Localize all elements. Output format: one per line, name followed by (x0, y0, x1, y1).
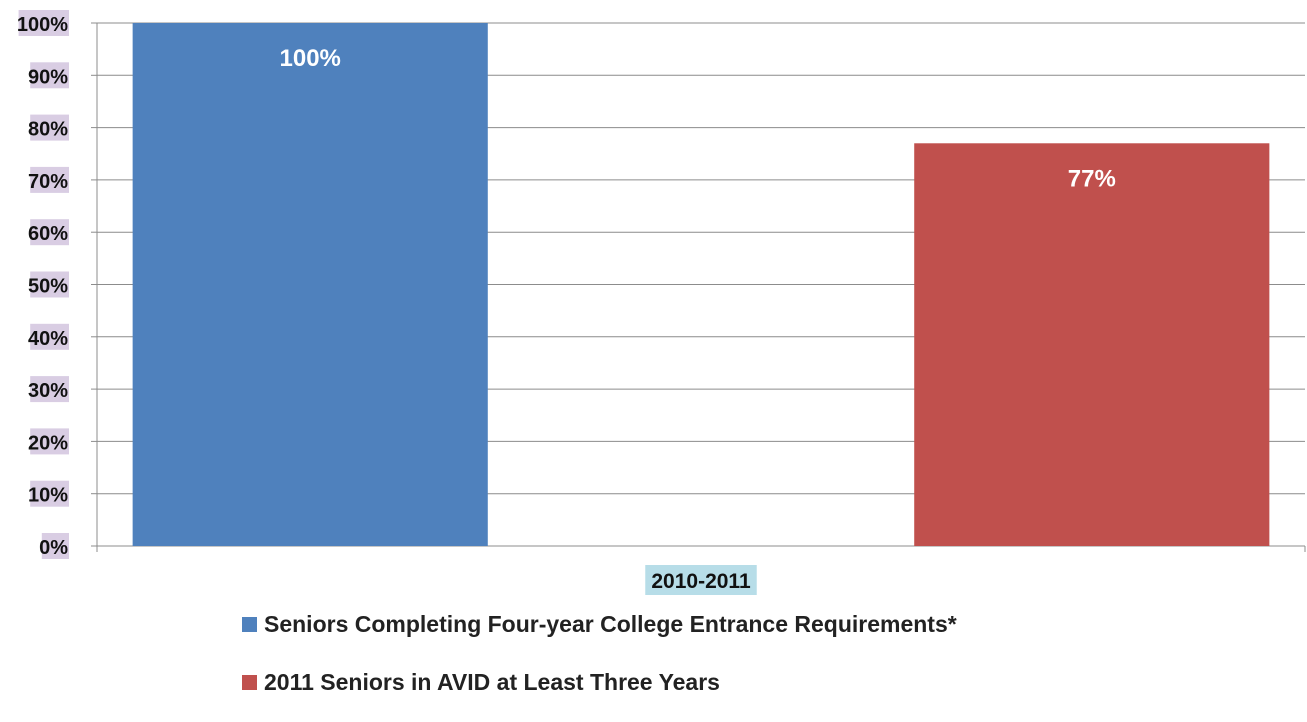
y-tick-label-highlight (41, 533, 69, 559)
data-label-series-2: 77% (1068, 165, 1116, 192)
y-tick-label: 80% (28, 119, 68, 141)
y-tick-label: 0% (39, 537, 68, 559)
y-tick-label: 20% (28, 432, 68, 454)
legend-swatch-series-2 (242, 674, 257, 690)
y-tick-label-highlight (30, 219, 69, 246)
y-tick-label-highlight (18, 10, 70, 36)
legend-swatch-series-1 (242, 616, 257, 632)
y-tick-label-highlight (30, 323, 69, 350)
y-tick-label: 90% (28, 66, 68, 88)
legend: Seniors Completing Four-year College Ent… (242, 606, 1242, 722)
y-tick-label: 40% (28, 328, 68, 350)
y-tick-label: 70% (28, 171, 68, 193)
data-label-series-1: 100% (280, 45, 341, 72)
y-tick-label-highlight (30, 166, 69, 193)
y-tick-label: 50% (28, 276, 68, 298)
x-category-label-highlight (645, 565, 757, 595)
legend-item-series-1: Seniors Completing Four-year College Ent… (242, 606, 1242, 642)
y-tick-label-highlight (30, 428, 69, 455)
y-tick-label: 60% (28, 223, 68, 245)
y-tick-label-highlight (30, 114, 69, 141)
legend-label-series-2: 2011 Seniors in AVID at Least Three Year… (264, 668, 720, 695)
bar-series-2 (914, 143, 1270, 547)
y-tick-label-highlight (30, 271, 69, 298)
bar-series-1 (132, 23, 488, 546)
y-tick-label: 100% (17, 14, 68, 36)
x-category-label: 2010-2011 (651, 570, 751, 593)
legend-label-series-1: Seniors Completing Four-year College Ent… (264, 610, 957, 637)
chart: 0% 10% 20% 30% 40% 50% 60% 70% 80% 90% 100% 100% 77%… (17, 10, 1306, 595)
legend-item-series-2: 2011 Seniors in AVID at Least Three Year… (242, 664, 1242, 700)
y-tick-label-highlight (30, 376, 69, 403)
y-tick-label: 10% (28, 485, 68, 507)
y-tick-label-highlight (30, 480, 69, 507)
y-tick-label: 30% (28, 380, 68, 402)
chart-svg: 0% 10% 20% 30% 40% 50% 60% 70% 80% 90% 100% 100% 77%… (17, 10, 1306, 595)
y-tick-label-highlight (30, 62, 69, 89)
